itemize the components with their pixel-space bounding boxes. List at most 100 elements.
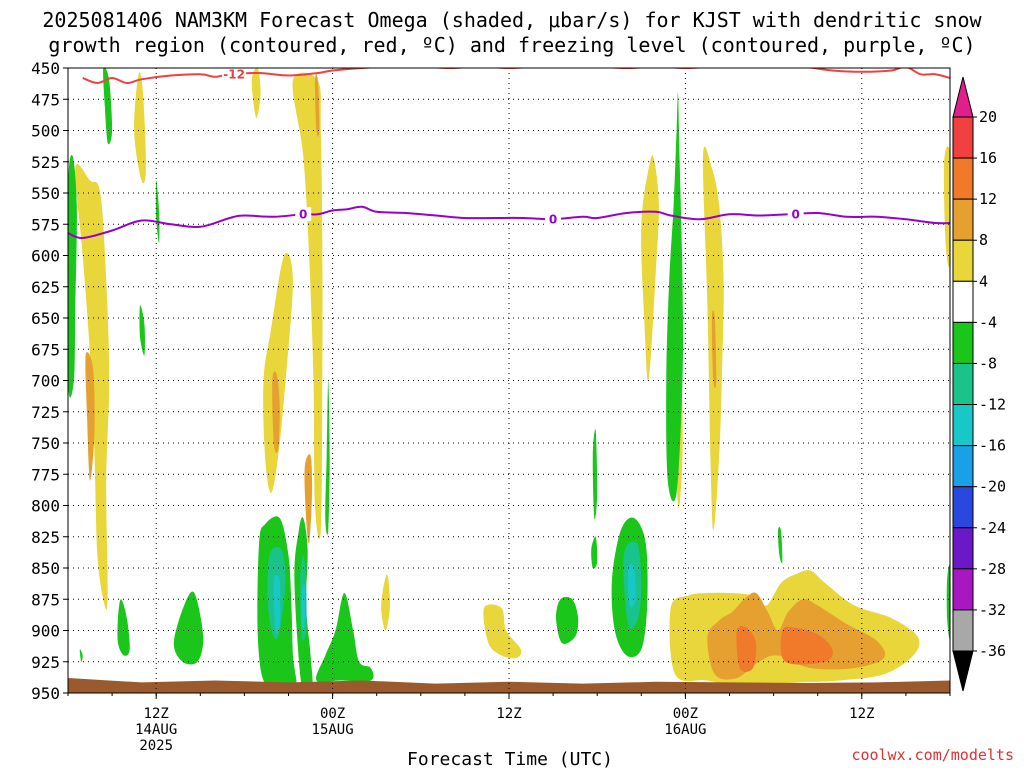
colorbar-bin (952, 239, 974, 282)
colorbar-bin (952, 362, 974, 406)
omega-region (85, 352, 95, 481)
omega-region (301, 584, 306, 629)
colorbar-tick-label: -8 (979, 354, 997, 372)
title-line-2: growth region (contoured, red, ºC) and f… (48, 33, 975, 57)
colorbar-tick-label: 4 (979, 272, 988, 290)
colorbar-bin (952, 116, 974, 159)
contour-lines: 0 0 0 -12 (68, 67, 950, 240)
omega-region (666, 92, 684, 502)
omega-region (736, 625, 757, 672)
omega-region (273, 574, 281, 634)
x-tick-label: 16AUG (664, 722, 706, 738)
omega-region (304, 454, 313, 544)
x-tick-label: 00Z (320, 706, 345, 722)
plot-grid (68, 67, 950, 694)
colorbar-bin (952, 198, 974, 241)
omega-region (79, 649, 83, 662)
title-line-1: 2025081406 NAM3KM Forecast Omega (shaded… (42, 8, 982, 32)
freezing-level-label-bg (787, 207, 804, 222)
freezing-level-label: 0 (791, 207, 799, 221)
y-axis: 450 475 500 525 550 575 600 625 650 675 700 725 750 7… (31, 59, 68, 703)
y-tick-label: 950 (31, 684, 60, 703)
x-axis-label: Forecast Time (UTC) (407, 749, 613, 768)
y-tick-label: 850 (31, 559, 60, 578)
omega-region (251, 68, 261, 119)
colorbar-tick-label: -36 (979, 642, 1006, 660)
colorbar-bin (952, 568, 974, 611)
freezing-level-label: 0 (299, 207, 307, 221)
colorbar-bin (952, 157, 974, 200)
omega-region (627, 563, 636, 608)
y-tick-label: 600 (31, 247, 60, 266)
omega-region (641, 155, 659, 382)
omega-region (711, 310, 717, 389)
colorbar-tick-label: -16 (979, 437, 1006, 455)
colorbar-tick-label: -28 (979, 560, 1006, 578)
omega-region (314, 74, 320, 137)
omega-region (155, 180, 160, 244)
y-tick-label: 925 (31, 653, 60, 672)
colorbar-tick-label: -4 (979, 313, 997, 331)
credit-text: coolwx.com/modelts (851, 746, 1014, 764)
freezing-level-label-bg (545, 212, 562, 227)
omega-region (943, 146, 950, 268)
colorbar-tick-label: 20 (979, 108, 997, 126)
colorbar-bin (952, 609, 974, 652)
x-tick-label: 15AUG (312, 722, 354, 738)
y-tick-label: 750 (31, 434, 60, 453)
y-tick-label: 625 (31, 278, 60, 297)
colorbar-bin (952, 404, 974, 447)
colorbar-bin (952, 486, 974, 529)
freezing-level-label: 0 (549, 212, 557, 226)
y-tick-label: 500 (31, 122, 60, 141)
colorbar-top-arrow (952, 76, 974, 118)
omega-region (780, 626, 833, 665)
y-tick-label: 575 (31, 215, 60, 234)
colorbar-tick-label: -12 (979, 396, 1006, 414)
y-tick-label: 550 (31, 184, 60, 203)
y-tick-label: 800 (31, 497, 60, 516)
colorbar-bin (952, 445, 974, 488)
omega-region (591, 536, 598, 569)
omega-region (103, 68, 113, 145)
omega-region (263, 252, 293, 493)
ground-band (68, 678, 950, 693)
colorbar-tick-label: -32 (979, 601, 1006, 619)
dgz-contour-line (82, 68, 950, 85)
omega-shading (68, 68, 950, 693)
dgz-contour-label-bg (222, 68, 247, 82)
y-tick-label: 725 (31, 403, 60, 422)
surface-ground (68, 678, 950, 693)
x-tick-label: 14AUG (135, 722, 177, 738)
colorbar-tick-label: 12 (979, 190, 997, 208)
omega-region (134, 72, 146, 184)
x-tick-label: 12Z (496, 706, 521, 722)
dgz-contour-label: -12 (223, 67, 245, 81)
omega-region (139, 305, 145, 356)
y-tick-label: 700 (31, 372, 60, 391)
colorbar-tick-label: 8 (979, 231, 988, 249)
y-tick-label: 775 (31, 465, 60, 484)
y-tick-label: 475 (31, 90, 60, 109)
chart-title: 2025081406 NAM3KM Forecast Omega (shaded… (42, 8, 982, 57)
omega-region (325, 380, 330, 535)
y-tick-label: 650 (31, 309, 60, 328)
y-tick-label: 875 (31, 590, 60, 609)
colorbar-tick-label: -20 (979, 478, 1006, 496)
y-tick-label: 450 (31, 59, 60, 78)
colorbar-bin (952, 527, 974, 570)
colorbar-bottom-arrow (952, 650, 974, 692)
omega-region (173, 591, 204, 665)
x-tick-label: 2025 (139, 738, 173, 754)
colorbar-bin (952, 321, 974, 364)
x-tick-label: 12Z (144, 706, 169, 722)
omega-region (315, 593, 374, 683)
y-tick-label: 900 (31, 622, 60, 641)
colorbar-bin (952, 280, 974, 323)
omega-region (117, 599, 130, 656)
x-tick-label: 00Z (673, 706, 698, 722)
omega-region (592, 429, 598, 520)
freezing-level-label-bg (295, 207, 312, 222)
